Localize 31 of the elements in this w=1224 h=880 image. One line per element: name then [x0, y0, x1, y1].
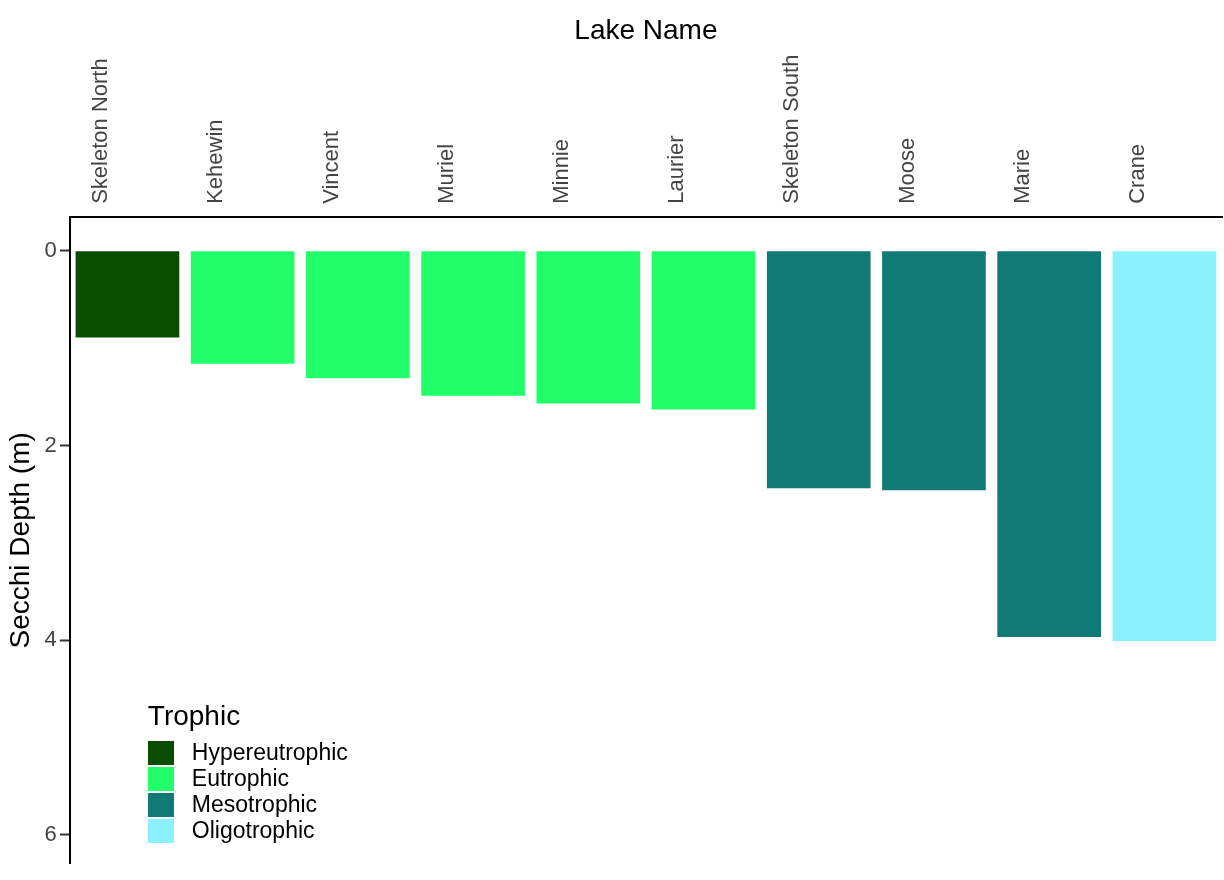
bar	[190, 251, 295, 364]
x-tick-label: Crane	[1124, 143, 1150, 204]
bar	[997, 251, 1102, 638]
x-axis-title: Lake Name	[574, 13, 718, 45]
bar	[1112, 251, 1217, 642]
bar	[75, 251, 180, 338]
y-axis-title: Secchi Depth (m)	[3, 432, 35, 649]
y-tick-label: 2	[44, 431, 57, 457]
x-tick-label: Skeleton South	[778, 54, 804, 204]
legend-label: Mesotrophic	[191, 791, 318, 819]
legend-label: Hypereutrophic	[191, 739, 348, 767]
x-tick-label: Minnie	[547, 139, 573, 204]
bar	[421, 251, 525, 396]
bar	[536, 251, 641, 404]
y-tick-label: 0	[44, 236, 57, 262]
x-tick-label: Marie	[1008, 148, 1034, 204]
x-tick-label: Moose	[893, 137, 919, 204]
x-tick-label: Kehewin	[202, 119, 228, 204]
y-tick-label: 6	[44, 820, 57, 846]
legend-title: Trophic	[147, 699, 242, 732]
bar	[306, 251, 410, 379]
bar	[766, 251, 871, 489]
bar	[882, 251, 986, 491]
legend-label: Oligotrophic	[191, 817, 315, 845]
x-tick-label: Laurier	[663, 135, 689, 204]
y-tick-label: 4	[44, 626, 57, 652]
bar	[651, 251, 756, 410]
x-tick-label: Muriel	[432, 143, 458, 204]
x-tick-label: Vincent	[317, 130, 343, 204]
legend-label: Eutrophic	[191, 765, 289, 793]
x-tick-label: Skeleton North	[87, 58, 113, 204]
